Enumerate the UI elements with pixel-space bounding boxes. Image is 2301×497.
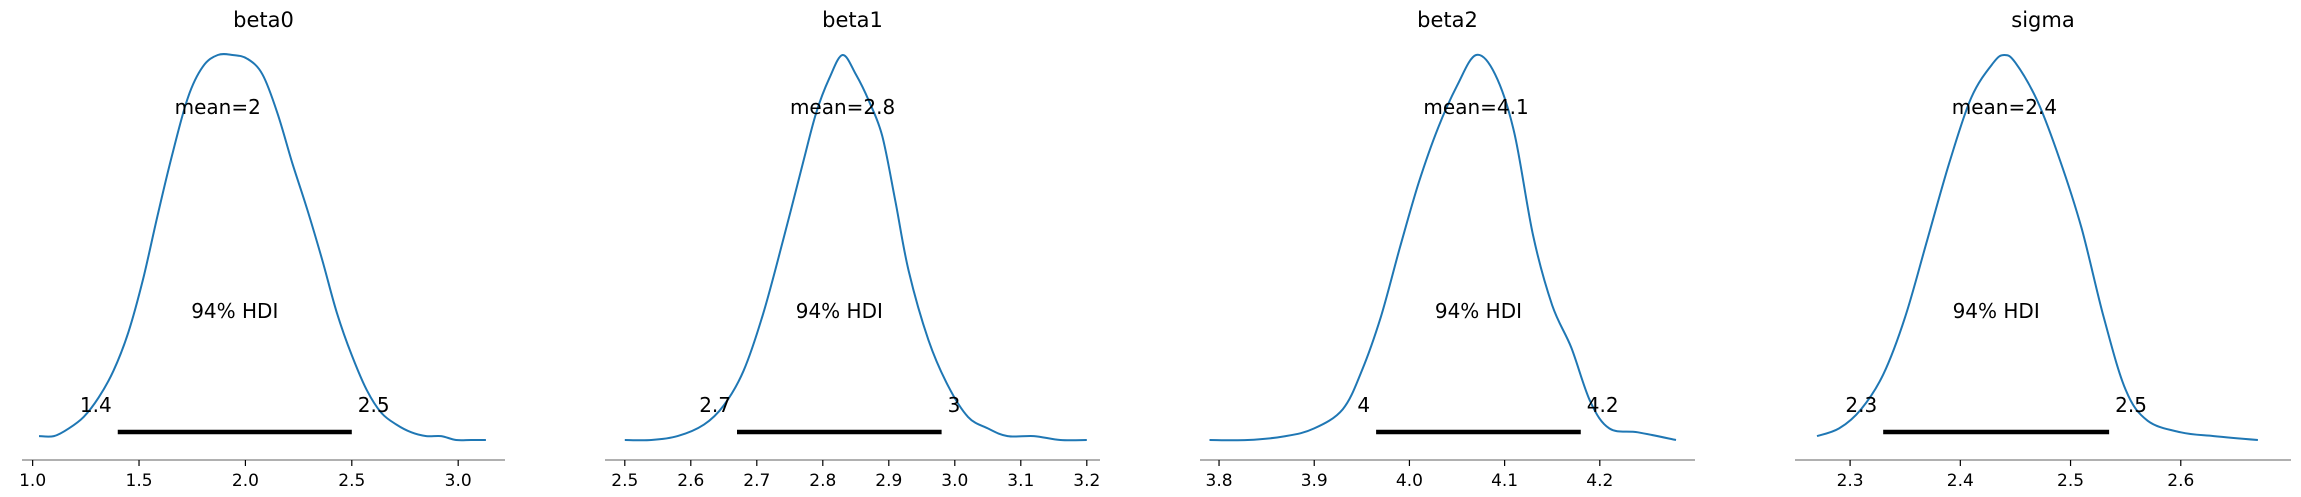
panel-title: beta1 bbox=[822, 8, 883, 32]
x-tick-label: 2.5 bbox=[338, 471, 365, 491]
x-tick-label: 2.9 bbox=[875, 471, 902, 491]
x-tick-label: 3.0 bbox=[445, 471, 472, 491]
panel-title: beta2 bbox=[1417, 8, 1478, 32]
mean-label: mean=2 bbox=[175, 95, 261, 119]
hdi-text: 94% HDI bbox=[796, 299, 883, 323]
density-line-beta2 bbox=[1209, 53, 1677, 442]
panel-beta2: 3.8 3.9 4.0 4.1 4.2 4 4.2 94% HDI mean=4.1 beta2 bbox=[1200, 8, 1695, 491]
x-tick-label: 3.9 bbox=[1301, 471, 1328, 491]
panel-beta0: 1.0 1.5 2.0 2.5 3.0 1.4 2.5 94% HDI mean=2 beta0 bbox=[19, 8, 505, 491]
x-tick-label: 3.8 bbox=[1206, 471, 1233, 491]
hdi-high-label: 2.5 bbox=[2115, 393, 2147, 417]
hdi-low-label: 2.7 bbox=[699, 393, 731, 417]
x-tick-label: 2.3 bbox=[1837, 471, 1864, 491]
x-tick-label: 4.2 bbox=[1586, 471, 1613, 491]
x-tick-label: 2.6 bbox=[2167, 471, 2194, 491]
x-tick-label: 3.1 bbox=[1007, 471, 1034, 491]
panel-title: beta0 bbox=[233, 8, 294, 32]
mean-label: mean=2.8 bbox=[790, 95, 895, 119]
hdi-high-label: 4.2 bbox=[1587, 393, 1619, 417]
panel-beta1: 2.5 2.6 2.7 2.8 2.9 3.0 3.1 3.2 2.7 3 94% HDI mean=… bbox=[605, 8, 1100, 491]
x-tick-label: 2.5 bbox=[2057, 471, 2084, 491]
x-tick-label: 3.0 bbox=[941, 471, 968, 491]
hdi-text: 94% HDI bbox=[1435, 299, 1522, 323]
x-tick-label: 2.4 bbox=[1947, 471, 1974, 491]
x-tick-label: 2.5 bbox=[611, 471, 638, 491]
mean-label: mean=4.1 bbox=[1423, 95, 1528, 119]
hdi-low-label: 2.3 bbox=[1845, 393, 1877, 417]
x-tick-label: 4.0 bbox=[1396, 471, 1423, 491]
x-tick-label: 3.2 bbox=[1073, 471, 1100, 491]
x-tick-label: 1.5 bbox=[126, 471, 153, 491]
x-tick-label: 2.0 bbox=[232, 471, 259, 491]
density-line-sigma bbox=[1816, 53, 2258, 441]
hdi-low-label: 4 bbox=[1357, 393, 1370, 417]
panel-title: sigma bbox=[2011, 8, 2074, 32]
density-line-beta0 bbox=[38, 53, 486, 442]
mean-label: mean=2.4 bbox=[1952, 95, 2057, 119]
x-tick-label: 4.1 bbox=[1491, 471, 1518, 491]
x-tick-label: 1.0 bbox=[19, 471, 46, 491]
x-tick-label: 2.8 bbox=[809, 471, 836, 491]
hdi-low-label: 1.4 bbox=[80, 393, 112, 417]
hdi-high-label: 2.5 bbox=[358, 393, 390, 417]
hdi-text: 94% HDI bbox=[1953, 299, 2040, 323]
panel-sigma: 2.3 2.4 2.5 2.6 2.3 2.5 94% HDI mean=2.4 sigma bbox=[1795, 8, 2291, 491]
x-tick-label: 2.6 bbox=[677, 471, 704, 491]
x-tick-label: 2.7 bbox=[743, 471, 770, 491]
hdi-text: 94% HDI bbox=[191, 299, 278, 323]
density-line-beta1 bbox=[624, 54, 1087, 442]
hdi-high-label: 3 bbox=[948, 393, 961, 417]
